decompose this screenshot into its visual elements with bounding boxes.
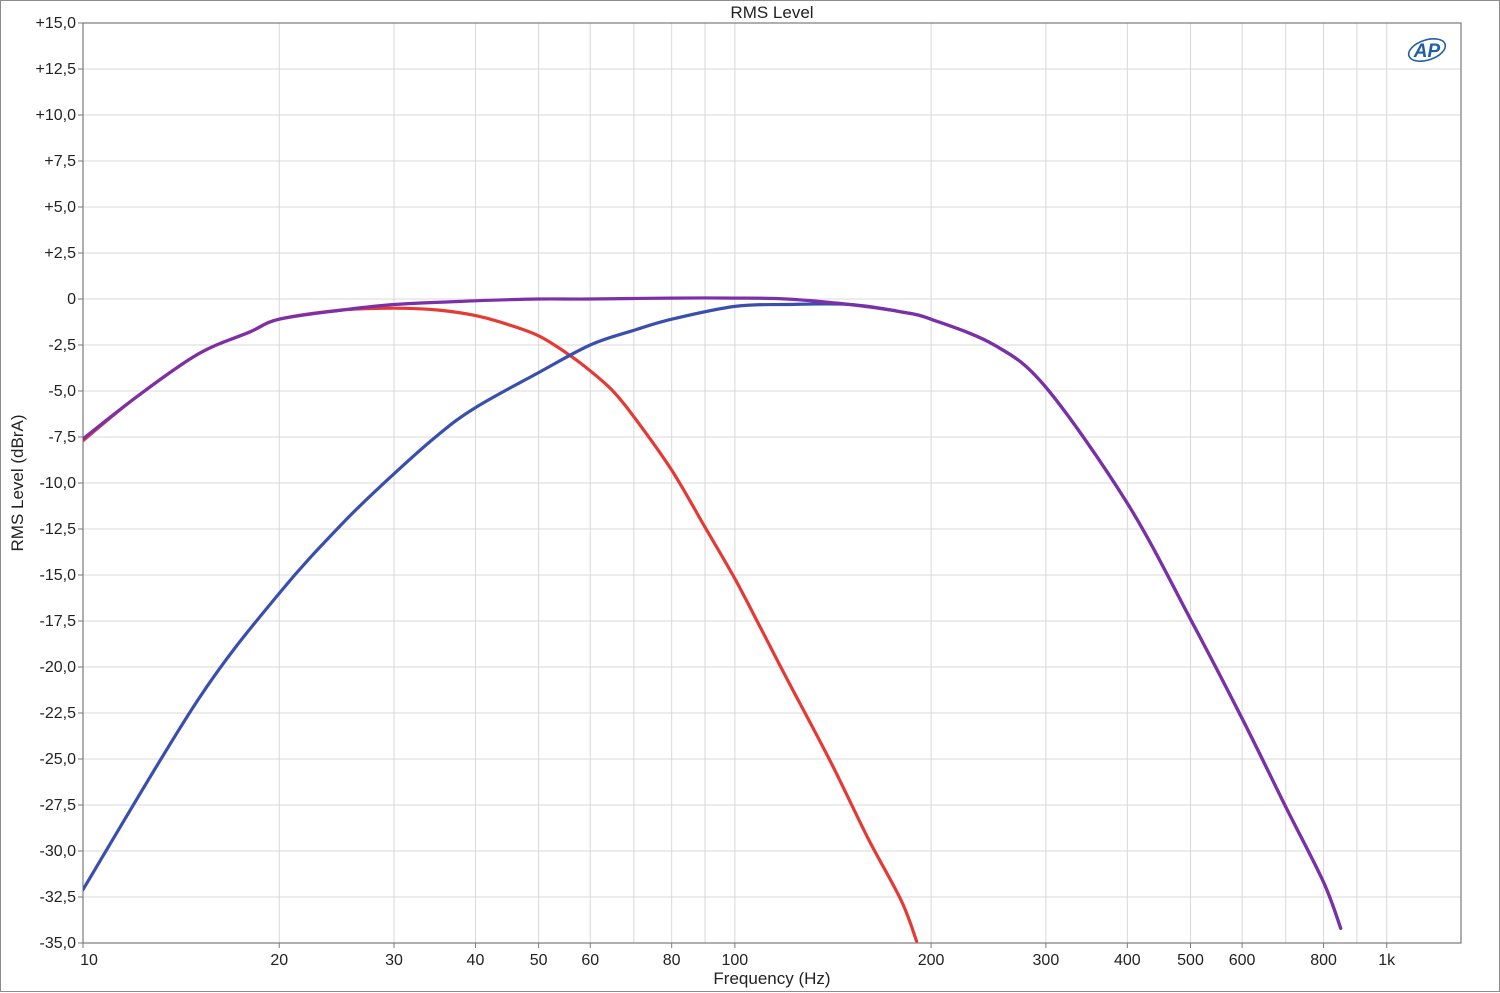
x-tick-label: 20 — [270, 952, 288, 969]
y-tick-label: -17,5 — [40, 613, 77, 630]
y-tick-label: -30,0 — [40, 843, 77, 860]
y-tick-label: 0 — [67, 291, 76, 308]
x-tick-label: 40 — [467, 952, 485, 969]
series-line-purple — [83, 296, 1343, 930]
x-tick-label: 500 — [1177, 952, 1204, 969]
ap-logo: AP — [1407, 38, 1447, 62]
y-axis-title: RMS Level (dBrA) — [8, 415, 27, 552]
y-tick-label: -20,0 — [40, 659, 77, 676]
series-lines — [83, 296, 1343, 943]
y-tick-label: +15,0 — [36, 15, 77, 32]
y-tick-label: -5,0 — [48, 383, 76, 400]
x-tick-label: 30 — [385, 952, 403, 969]
ap-logo-text: AP — [1413, 41, 1441, 62]
y-tick-label: +2,5 — [44, 245, 76, 262]
x-tick-label: 300 — [1033, 952, 1060, 969]
y-tick-label: -25,0 — [40, 751, 77, 768]
x-tick-label: 80 — [663, 952, 681, 969]
y-tick-label: -10,0 — [40, 475, 77, 492]
x-tick-labels: 10 20 30 40 50 60 80 100 200 300 400 500 600 800 1k — [80, 943, 1396, 969]
y-tick-label: -27,5 — [40, 797, 77, 814]
y-tick-label: +7,5 — [44, 153, 76, 170]
series-line-red — [83, 306, 919, 943]
x-tick-label: 10 — [80, 952, 98, 969]
y-tick-label: -32,5 — [40, 889, 77, 906]
x-tick-label: 50 — [530, 952, 548, 969]
x-tick-label: 400 — [1114, 952, 1141, 969]
y-tick-label: +12,5 — [36, 61, 77, 78]
y-tick-label: -22,5 — [40, 705, 77, 722]
x-tick-label: 100 — [722, 952, 749, 969]
y-tick-label: +5,0 — [44, 199, 76, 216]
y-tick-label: -12,5 — [40, 521, 77, 538]
series-line-blue — [83, 302, 1343, 930]
x-axis-title: Frequency (Hz) — [713, 969, 830, 988]
x-tick-label: 60 — [581, 952, 599, 969]
y-tick-label: -35,0 — [40, 935, 77, 952]
x-tick-label: 600 — [1229, 952, 1256, 969]
y-tick-label: -15,0 — [40, 567, 77, 584]
y-tick-labels: +15,0 +12,5 +10,0 +7,5 +5,0 +2,5 0 -2,5 -5,0 -7,5… — [36, 15, 83, 952]
y-tick-label: -2,5 — [48, 337, 76, 354]
x-tick-label: 800 — [1310, 952, 1337, 969]
y-tick-label: +10,0 — [36, 107, 77, 124]
x-tick-label: 200 — [918, 952, 945, 969]
chart-title: RMS Level — [730, 3, 813, 22]
y-tick-label: -7,5 — [48, 429, 76, 446]
grid-lines — [82, 22, 1461, 944]
x-tick-label: 1k — [1378, 952, 1396, 969]
